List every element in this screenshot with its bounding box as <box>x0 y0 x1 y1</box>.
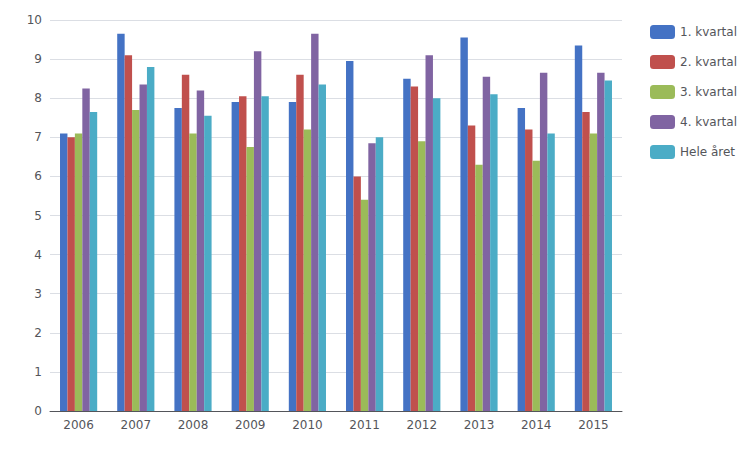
svg-text:6: 6 <box>34 169 42 183</box>
svg-text:8: 8 <box>34 91 42 105</box>
svg-text:2009: 2009 <box>235 418 266 432</box>
svg-text:2010: 2010 <box>292 418 323 432</box>
svg-text:2008: 2008 <box>178 418 209 432</box>
svg-text:1: 1 <box>34 365 42 379</box>
svg-text:4: 4 <box>34 248 42 262</box>
svg-text:2015: 2015 <box>578 418 609 432</box>
svg-text:1. kvartal: 1. kvartal <box>680 25 737 39</box>
svg-text:2. kvartal: 2. kvartal <box>680 55 737 69</box>
svg-text:2014: 2014 <box>521 418 552 432</box>
svg-text:2007: 2007 <box>121 418 152 432</box>
svg-text:9: 9 <box>34 52 42 66</box>
svg-text:Hele året: Hele året <box>680 145 735 159</box>
svg-text:2011: 2011 <box>349 418 380 432</box>
svg-text:10: 10 <box>27 13 42 27</box>
svg-text:4. kvartal: 4. kvartal <box>680 115 737 129</box>
svg-text:3. kvartal: 3. kvartal <box>680 85 737 99</box>
svg-text:2006: 2006 <box>63 418 94 432</box>
svg-text:2013: 2013 <box>464 418 495 432</box>
svg-text:7: 7 <box>34 130 42 144</box>
svg-text:0: 0 <box>34 404 42 418</box>
svg-text:2012: 2012 <box>407 418 438 432</box>
svg-text:2: 2 <box>34 326 42 340</box>
svg-text:3: 3 <box>34 287 42 301</box>
svg-text:5: 5 <box>34 209 42 223</box>
